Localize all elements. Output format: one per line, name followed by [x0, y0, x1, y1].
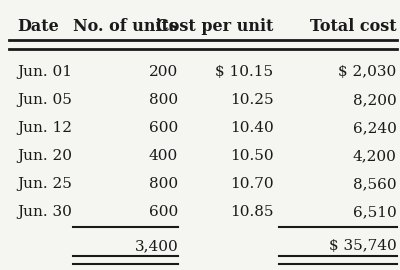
Text: Jun. 12: Jun. 12 — [17, 121, 72, 135]
Text: Jun. 30: Jun. 30 — [17, 205, 72, 220]
Text: 6,240: 6,240 — [353, 121, 397, 135]
Text: Jun. 20: Jun. 20 — [17, 149, 72, 163]
Text: 8,200: 8,200 — [353, 93, 397, 107]
Text: 10.40: 10.40 — [230, 121, 274, 135]
Text: Cost per unit: Cost per unit — [156, 18, 274, 35]
Text: Jun. 25: Jun. 25 — [17, 177, 72, 191]
Text: $ 10.15: $ 10.15 — [215, 65, 274, 79]
Text: 4,200: 4,200 — [353, 149, 397, 163]
Text: 6,510: 6,510 — [353, 205, 397, 220]
Text: 3,400: 3,400 — [134, 239, 178, 253]
Text: $ 2,030: $ 2,030 — [338, 65, 397, 79]
Text: 800: 800 — [149, 177, 178, 191]
Text: 600: 600 — [149, 121, 178, 135]
Text: 8,560: 8,560 — [353, 177, 397, 191]
Text: Date: Date — [17, 18, 59, 35]
Text: 200: 200 — [149, 65, 178, 79]
Text: $ 35,740: $ 35,740 — [329, 239, 397, 253]
Text: Total cost: Total cost — [310, 18, 397, 35]
Text: 400: 400 — [149, 149, 178, 163]
Text: 10.25: 10.25 — [230, 93, 274, 107]
Text: 10.50: 10.50 — [230, 149, 274, 163]
Text: Jun. 05: Jun. 05 — [17, 93, 72, 107]
Text: 600: 600 — [149, 205, 178, 220]
Text: Jun. 01: Jun. 01 — [17, 65, 72, 79]
Text: No. of units: No. of units — [73, 18, 178, 35]
Text: 800: 800 — [149, 93, 178, 107]
Text: 10.70: 10.70 — [230, 177, 274, 191]
Text: 10.85: 10.85 — [230, 205, 274, 220]
